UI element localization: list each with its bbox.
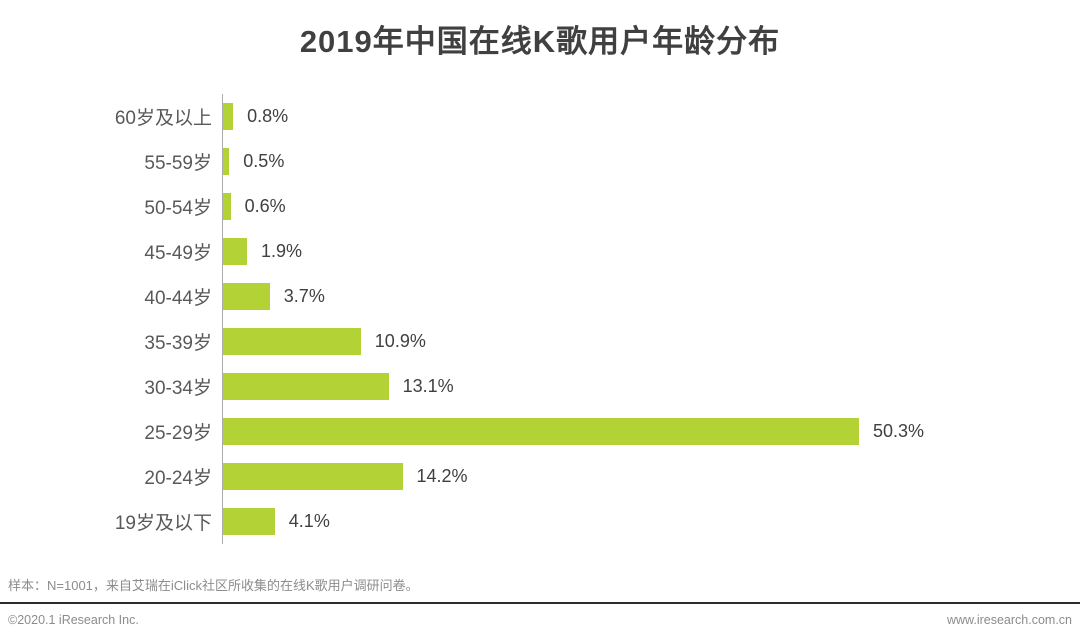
copyright-text: ©2020.1 iResearch Inc. (8, 613, 139, 627)
category-label: 40-44岁 (144, 288, 212, 309)
value-label: 3.7% (283, 286, 325, 306)
value-label: 13.1% (402, 376, 454, 396)
bar (223, 238, 247, 265)
bar (223, 508, 275, 535)
value-label: 50.3% (873, 421, 925, 441)
value-label: 1.9% (261, 241, 303, 261)
chart-row: 30-34岁 13.1% (0, 364, 1080, 409)
bar (223, 418, 859, 445)
bar (223, 283, 270, 310)
value-label: 0.6% (244, 196, 286, 216)
chart-row: 40-44岁 3.7% (0, 274, 1080, 319)
bar (223, 103, 234, 130)
age-distribution-bar-chart: 60岁及以上 0.8% 55-59岁 0.5% 50-54岁 0.6% 45-49岁 1.9%… (0, 94, 1080, 544)
chart-row: 19岁及以下 4.1% (0, 499, 1080, 544)
value-label: 0.8% (247, 106, 289, 126)
value-label: 0.5% (243, 151, 285, 171)
website-link[interactable]: www.iresearch.com.cn (946, 613, 1072, 627)
category-label: 35-39岁 (144, 333, 212, 354)
sample-note: 样本：N=1001，来自艾瑞在iClick社区所收集的在线K歌用户调研问卷。 (8, 578, 419, 593)
chart-row: 50-54岁 0.6% (0, 184, 1080, 229)
chart-row: 60岁及以上 0.8% (0, 94, 1080, 139)
category-label: 20-24岁 (144, 468, 212, 489)
category-label: 50-54岁 (144, 198, 212, 219)
category-label: 25-29岁 (144, 423, 212, 444)
category-label: 30-34岁 (144, 378, 212, 399)
bar (223, 193, 231, 220)
chart-row: 25-29岁 50.3% (0, 409, 1080, 454)
value-label: 14.2% (416, 466, 468, 486)
value-label: 10.9% (374, 331, 426, 351)
bar (223, 373, 389, 400)
chart-row: 55-59岁 0.5% (0, 139, 1080, 184)
footer-bar: ©2020.1 iResearch Inc. www.iresearch.com… (0, 604, 1080, 627)
chart-row: 35-39岁 10.9% (0, 319, 1080, 364)
category-label: 60岁及以上 (114, 108, 212, 129)
bar (223, 148, 230, 175)
bar-track: 0.5% (222, 139, 1080, 184)
value-label: 4.1% (288, 511, 330, 531)
bar-track: 50.3% (222, 409, 1080, 454)
bar-track: 14.2% (222, 454, 1080, 499)
bar-track: 3.7% (222, 274, 1080, 319)
footer-divider (0, 602, 1080, 604)
category-label: 55-59岁 (144, 153, 212, 174)
chart-row: 45-49岁 1.9% (0, 229, 1080, 274)
bar-track: 0.6% (222, 184, 1080, 229)
bar-track: 4.1% (222, 499, 1080, 544)
bar-track: 10.9% (222, 319, 1080, 364)
bar-track: 0.8% (222, 94, 1080, 139)
chart-title: 2019年中国在线K歌用户年龄分布 (299, 24, 781, 59)
bar-track: 1.9% (222, 229, 1080, 274)
bar (223, 328, 361, 355)
category-label: 19岁及以下 (114, 513, 212, 534)
bar (223, 463, 403, 490)
category-label: 45-49岁 (144, 243, 212, 264)
bar-track: 13.1% (222, 364, 1080, 409)
chart-row: 20-24岁 14.2% (0, 454, 1080, 499)
